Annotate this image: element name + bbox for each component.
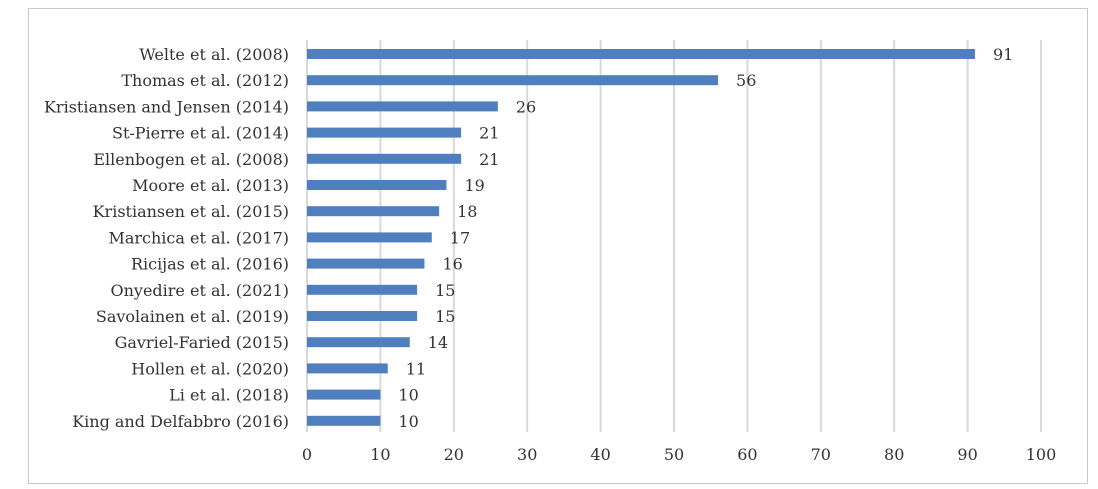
- category-label: Moore et al. (2013): [132, 176, 289, 195]
- category-label: King and Delfabbro (2016): [72, 412, 289, 431]
- data-label: 17: [450, 228, 470, 247]
- data-label: 14: [428, 333, 448, 352]
- data-label: 21: [479, 150, 499, 169]
- bar: [307, 389, 381, 400]
- bar: [307, 153, 462, 164]
- x-tick-label: 20: [444, 445, 464, 464]
- data-label: 21: [479, 124, 499, 143]
- x-tick-label: 50: [664, 445, 684, 464]
- x-tick-label: 100: [1026, 445, 1057, 464]
- data-label: 26: [516, 97, 536, 116]
- category-label: Ricijas et al. (2016): [131, 255, 289, 274]
- category-label: Welte et al. (2008): [139, 45, 289, 64]
- data-label: 10: [398, 412, 418, 431]
- category-label: Marchica et al. (2017): [108, 228, 289, 247]
- category-labels: Welte et al. (2008) Thomas et al. (2012) K…: [44, 45, 289, 431]
- x-tick-label: 90: [957, 445, 977, 464]
- data-label: 56: [736, 71, 756, 90]
- category-label: Savolainen et al. (2019): [96, 307, 289, 326]
- x-tick-label: 70: [811, 445, 831, 464]
- category-label: Hollen et al. (2020): [131, 359, 289, 378]
- data-label: 18: [457, 202, 477, 221]
- x-tick-label: 40: [590, 445, 610, 464]
- category-label: Kristiansen and Jensen (2014): [44, 97, 289, 116]
- category-label: Li et al. (2018): [169, 386, 289, 405]
- category-label: Ellenbogen et al. (2008): [93, 150, 289, 169]
- x-tick-label: 10: [370, 445, 390, 464]
- bar: [307, 284, 418, 295]
- data-label: 91: [993, 45, 1013, 64]
- bar: [307, 101, 498, 112]
- x-axis-tick-labels: 0 10 20 30 40 50 60 70 80 90 100: [302, 445, 1056, 464]
- x-tick-label: 30: [517, 445, 537, 464]
- bar: [307, 206, 440, 217]
- bar: [307, 258, 425, 269]
- bar: [307, 49, 975, 59]
- bar: [307, 127, 462, 138]
- chart-frame: [28, 8, 1088, 484]
- x-tick-label: 0: [302, 445, 312, 464]
- category-label: St-Pierre et al. (2014): [112, 124, 289, 143]
- data-label: 11: [406, 359, 426, 378]
- bar: [307, 180, 447, 190]
- x-tick-label: 80: [884, 445, 904, 464]
- data-label: 15: [435, 307, 455, 326]
- bar: [307, 363, 388, 374]
- bars: [307, 49, 975, 426]
- bar: [307, 75, 719, 86]
- category-label: Onyedire et al. (2021): [110, 281, 289, 300]
- category-label: Gavriel-Faried (2015): [115, 333, 289, 352]
- data-label: 16: [442, 255, 462, 274]
- bar: [307, 311, 418, 321]
- data-label: 19: [464, 176, 484, 195]
- bar: [307, 337, 410, 348]
- bar: [307, 232, 432, 243]
- data-label: 10: [398, 386, 418, 405]
- bar: [307, 415, 381, 426]
- category-label: Thomas et al. (2012): [121, 71, 289, 90]
- x-tick-label: 60: [737, 445, 757, 464]
- category-label: Kristiansen et al. (2015): [93, 202, 289, 221]
- data-label: 15: [435, 281, 455, 300]
